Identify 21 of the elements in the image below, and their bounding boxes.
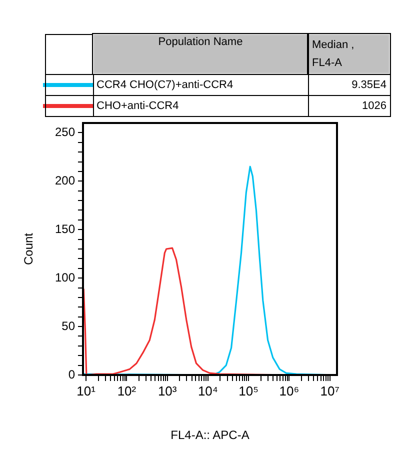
x-tick-label: 10⁴	[198, 383, 218, 398]
legend-label: CHO+anti-CCR4	[93, 96, 308, 116]
x-tick-label: 10³	[158, 383, 178, 398]
text: Median , FL4-A	[308, 34, 390, 74]
x-tick-label: 10¹	[76, 383, 96, 398]
y-tick-label: 250	[54, 125, 76, 140]
x-tick-label: 10²	[117, 383, 137, 398]
x-axis-title: FL4-A:: APC-A	[170, 428, 250, 442]
text: 9.35E4	[308, 74, 390, 96]
y-tick-label: 50	[62, 318, 76, 333]
y-tick-label: 100	[54, 270, 76, 284]
y-tick-label: 0	[68, 367, 76, 382]
x-tick-label: 10⁷	[320, 383, 340, 398]
legend-label: CCR4 CHO(C7)+anti-CCR4	[93, 74, 308, 96]
x-tick-label: 10⁵	[238, 383, 259, 398]
y-axis-title: Count	[22, 232, 36, 266]
y-tick-label: 200	[54, 173, 76, 188]
x-tick-label: 10⁶	[279, 383, 300, 398]
legend-title: Population Name	[93, 34, 308, 74]
text: 1026	[308, 96, 390, 116]
y-tick-label: 150	[54, 222, 76, 236]
